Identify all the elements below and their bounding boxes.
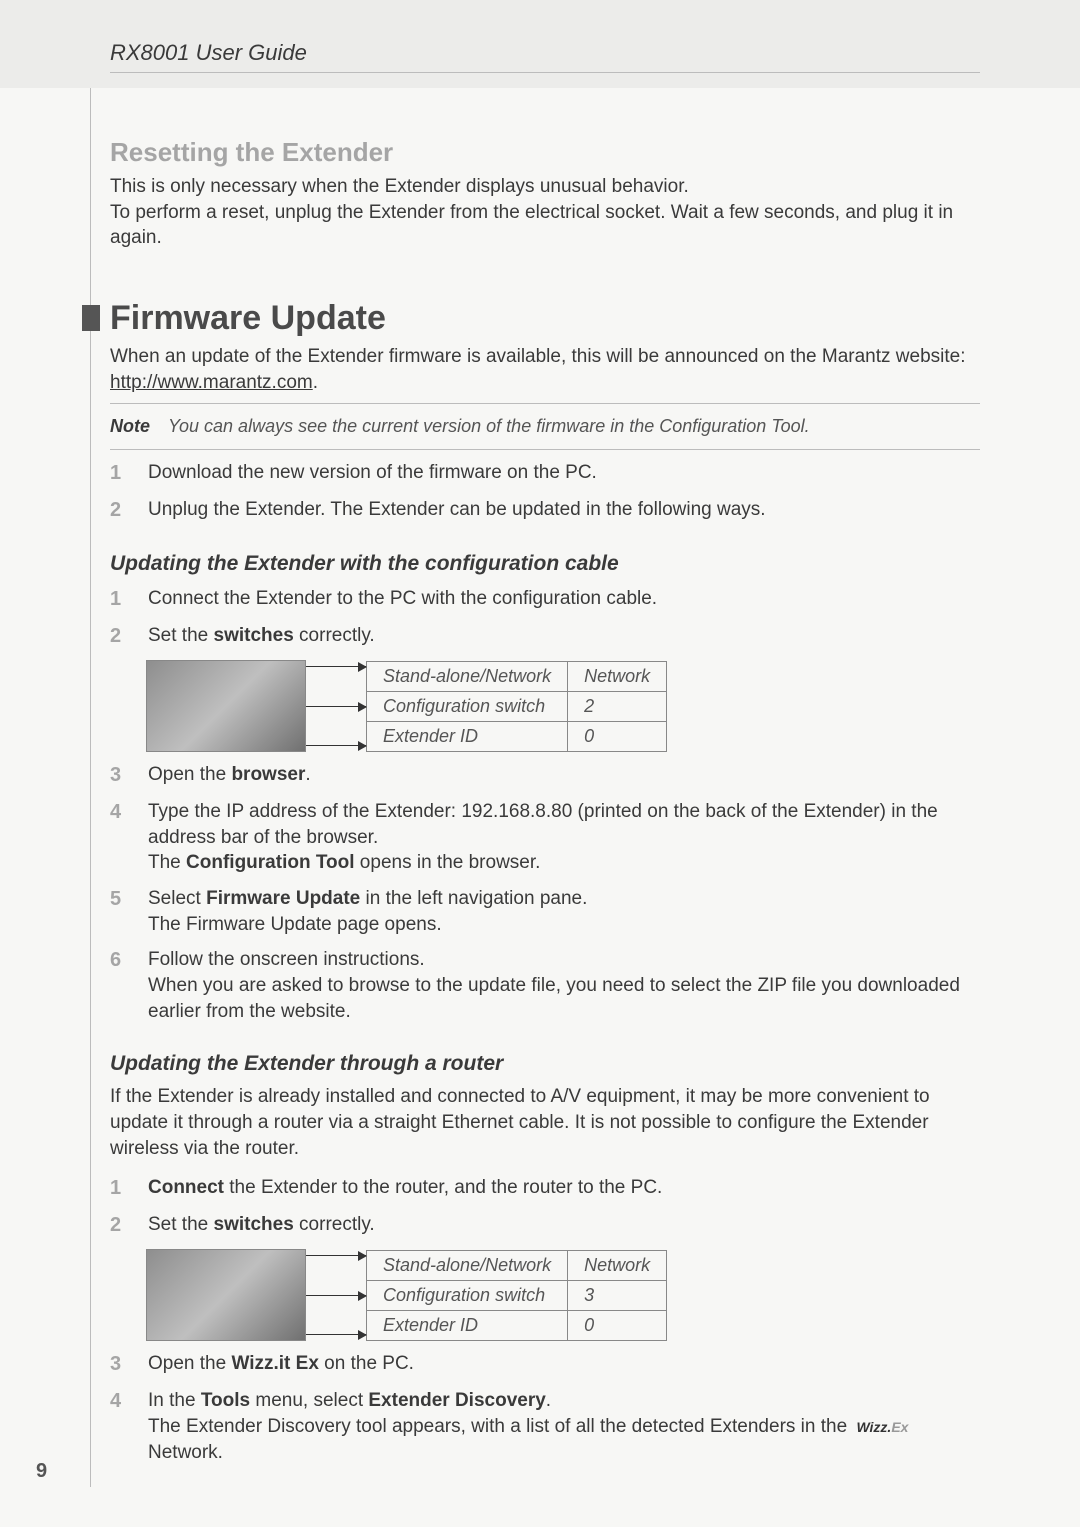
step-text: Select Firmware Update in the left navig…	[148, 886, 980, 937]
step-number: 3	[110, 762, 134, 789]
step-text: Set the switches correctly.	[148, 623, 980, 650]
step-number: 2	[110, 497, 134, 524]
fw-step-2: 2 Unplug the Extender. The Extender can …	[110, 497, 980, 524]
reset-p1: This is only necessary when the Extender…	[110, 174, 980, 200]
switch-diagram-2: Stand-alone/NetworkNetwork Configuration…	[146, 1249, 980, 1341]
switch-diagram-1: Stand-alone/NetworkNetwork Configuration…	[146, 660, 980, 752]
step-number: 1	[110, 1175, 134, 1202]
switch-table-1: Stand-alone/NetworkNetwork Configuration…	[366, 661, 667, 752]
arrows	[306, 1249, 366, 1341]
device-photo	[146, 660, 306, 752]
note-label: Note	[110, 416, 150, 437]
divider	[110, 449, 980, 450]
cable-steps-cont: 3 Open the browser. 4 Type the IP addres…	[110, 762, 980, 1024]
step-number: 2	[110, 623, 134, 650]
step-text: Unplug the Extender. The Extender can be…	[148, 497, 980, 524]
step-text: Follow the onscreen instructions. When y…	[148, 947, 980, 1024]
step-number: 2	[110, 1212, 134, 1239]
step-text: Open the browser.	[148, 762, 980, 789]
cable-step-2: 2 Set the switches correctly.	[110, 623, 980, 650]
fw-steps: 1 Download the new version of the firmwa…	[110, 460, 980, 524]
reset-heading: Resetting the Extender	[110, 137, 980, 168]
step-number: 1	[110, 460, 134, 487]
note-row: Note You can always see the current vers…	[110, 412, 980, 441]
cable-step-1: 1 Connect the Extender to the PC with th…	[110, 586, 980, 613]
arrow-icon	[306, 706, 366, 707]
cable-subheading: Updating the Extender with the configura…	[110, 552, 980, 576]
router-subheading: Updating the Extender through a router	[110, 1052, 980, 1076]
arrow-icon	[306, 666, 366, 667]
step-number: 5	[110, 886, 134, 937]
router-intro: If the Extender is already installed and…	[110, 1084, 980, 1161]
reset-p2: To perform a reset, unplug the Extender …	[110, 200, 980, 251]
router-steps-cont: 3 Open the Wizz.it Ex on the PC. 4 In th…	[110, 1351, 980, 1465]
step-number: 4	[110, 799, 134, 876]
page-content: Resetting the Extender This is only nece…	[110, 77, 980, 1465]
step-text: Connect the Extender to the router, and …	[148, 1175, 980, 1202]
fw-step-1: 1 Download the new version of the firmwa…	[110, 460, 980, 487]
device-photo	[146, 1249, 306, 1341]
cable-step-4: 4 Type the IP address of the Extender: 1…	[110, 799, 980, 876]
cable-step-5: 5 Select Firmware Update in the left nav…	[110, 886, 980, 937]
page-header: RX8001 User Guide	[110, 40, 980, 73]
step-text: Open the Wizz.it Ex on the PC.	[148, 1351, 980, 1378]
firmware-intro: When an update of the Extender firmware …	[110, 344, 980, 395]
divider	[110, 403, 980, 404]
switch-table-2: Stand-alone/NetworkNetwork Configuration…	[366, 1250, 667, 1341]
step-text: Set the switches correctly.	[148, 1212, 980, 1239]
table-row: Stand-alone/NetworkNetwork	[367, 1250, 667, 1280]
marantz-link[interactable]: http://www.marantz.com	[110, 372, 313, 393]
cable-step-3: 3 Open the browser.	[110, 762, 980, 789]
step-number: 4	[110, 1388, 134, 1465]
fw-intro-after: .	[313, 372, 318, 393]
arrow-icon	[306, 1255, 366, 1256]
step-number: 6	[110, 947, 134, 1024]
router-steps: 1 Connect the Extender to the router, an…	[110, 1175, 980, 1239]
arrow-icon	[306, 1295, 366, 1296]
fw-intro-text: When an update of the Extender firmware …	[110, 346, 965, 367]
step-text: Type the IP address of the Extender: 192…	[148, 799, 980, 876]
router-step-3: 3 Open the Wizz.it Ex on the PC.	[110, 1351, 980, 1378]
arrows	[306, 660, 366, 752]
step-text: Connect the Extender to the PC with the …	[148, 586, 980, 613]
table-row: Extender ID0	[367, 1310, 667, 1340]
table-row: Configuration switch3	[367, 1280, 667, 1310]
note-text: You can always see the current version o…	[168, 416, 810, 437]
arrow-icon	[306, 1334, 366, 1335]
step-text: In the Tools menu, select Extender Disco…	[148, 1388, 980, 1465]
table-row: Extender ID0	[367, 721, 667, 751]
router-step-2: 2 Set the switches correctly.	[110, 1212, 980, 1239]
step-text: Download the new version of the firmware…	[148, 460, 980, 487]
cable-steps: 1 Connect the Extender to the PC with th…	[110, 586, 980, 650]
table-row: Configuration switch2	[367, 691, 667, 721]
cable-step-6: 6 Follow the onscreen instructions. When…	[110, 947, 980, 1024]
table-row: Stand-alone/NetworkNetwork	[367, 661, 667, 691]
router-step-4: 4 In the Tools menu, select Extender Dis…	[110, 1388, 980, 1465]
page-number: 9	[36, 1460, 47, 1483]
step-number: 1	[110, 586, 134, 613]
step-number: 3	[110, 1351, 134, 1378]
firmware-heading: Firmware Update	[110, 299, 980, 338]
wizz-ex-logo: Wizz.Ex	[852, 1417, 912, 1438]
arrow-icon	[306, 745, 366, 746]
router-step-1: 1 Connect the Extender to the router, an…	[110, 1175, 980, 1202]
